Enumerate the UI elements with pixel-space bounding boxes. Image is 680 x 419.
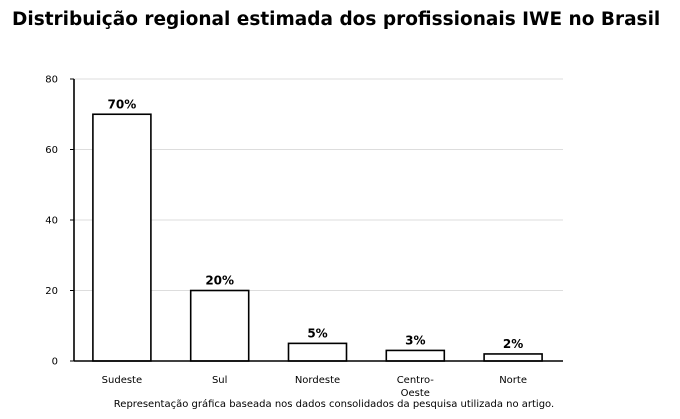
chart-title: Distribuição regional estimada dos profi… [12, 9, 661, 30]
x-tick-label: Oeste [401, 388, 430, 399]
bar [483, 353, 543, 362]
data-label: 70% [108, 97, 137, 111]
axes [70, 78, 563, 362]
bars [92, 113, 543, 362]
bar [189, 289, 250, 362]
x-tick-label: Sul [212, 375, 227, 386]
data-label: 5% [307, 326, 327, 340]
chart-caption: Representação gráfica baseada nos dados … [113, 399, 555, 410]
x-tick-label: Sudeste [102, 375, 142, 386]
y-tick-label: 40 [45, 216, 58, 227]
data-label: 2% [503, 337, 523, 351]
y-tick-label: 80 [45, 75, 58, 86]
bar [385, 349, 446, 362]
x-tick-label: Nordeste [295, 375, 340, 386]
y-tick-label: 60 [45, 145, 58, 156]
y-tick-label: 20 [45, 286, 58, 297]
x-tick-label: Norte [499, 375, 527, 386]
gridlines [74, 78, 563, 291]
labels: 0 20 40 60 80 70% Sudeste 20% Sul 5% Nordeste 3% Cen… [45, 75, 527, 400]
bar [92, 113, 152, 362]
bar [287, 342, 348, 362]
y-tick-label: 0 [52, 357, 58, 368]
x-tick-label: Centro- [397, 375, 435, 386]
data-label: 20% [205, 274, 234, 288]
data-label: 3% [405, 333, 425, 347]
